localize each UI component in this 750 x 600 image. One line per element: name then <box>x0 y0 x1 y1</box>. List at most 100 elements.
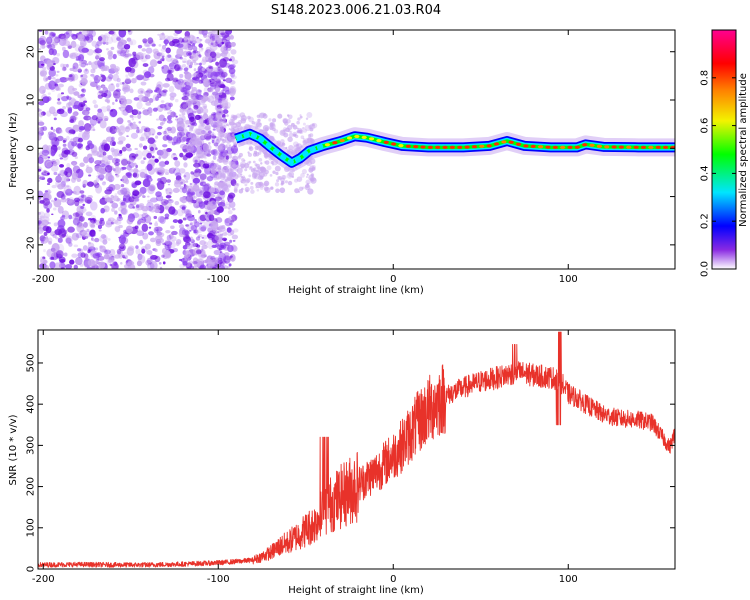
spectrogram-noise-blob <box>120 261 123 265</box>
spectrogram-noise-blob <box>115 174 120 178</box>
spectrogram-noise-blob <box>40 258 46 265</box>
spectrogram-noise-blob <box>200 124 205 127</box>
spectrogram-noise-blob <box>220 244 225 249</box>
spectrogram-haze-blob <box>284 180 288 184</box>
spectrogram-noise-blob <box>128 57 136 68</box>
spectrogram-noise-blob <box>152 48 159 54</box>
spectrogram-haze-blob <box>247 152 252 157</box>
spectrogram-noise-blob <box>174 200 180 206</box>
spectrogram-haze-blob <box>232 156 235 159</box>
spectrogram-noise-blob <box>127 245 135 252</box>
spectrogram-noise-blob <box>207 35 211 38</box>
spectrogram-noise-blob <box>198 89 203 93</box>
spectrogram-noise-blob <box>207 95 215 104</box>
spectrogram-noise-blob <box>43 231 48 237</box>
spectrogram-noise-blob <box>210 165 218 175</box>
spectrogram-noise-blob <box>205 258 213 265</box>
spectrogram-noise-blob <box>65 102 71 109</box>
spectrogram-noise-blob <box>72 87 78 91</box>
ridge-hotspot <box>486 144 492 148</box>
spectrogram-noise-blob <box>193 136 202 141</box>
spectrogram-noise-blob <box>96 85 101 91</box>
spectrogram-noise-blob <box>102 151 107 156</box>
spectrogram-noise-blob <box>218 91 227 99</box>
spectrogram-noise-blob <box>146 257 153 265</box>
spectrogram-noise-blob <box>163 199 170 204</box>
spectrogram-noise-blob <box>156 232 165 238</box>
spectrogram-noise-blob <box>183 36 188 41</box>
spectrogram-noise-blob <box>229 87 236 97</box>
spectrogram-noise-blob <box>181 115 186 121</box>
spectrogram-noise-blob <box>130 72 134 77</box>
spectrogram-noise-blob <box>50 35 58 45</box>
spectrogram-noise-blob <box>224 230 228 234</box>
spectrogram-noise-blob <box>157 215 165 223</box>
spectrogram-noise-blob <box>157 51 165 60</box>
spectrogram-noise-blob <box>203 221 211 229</box>
spectrogram-noise-blob <box>68 74 75 82</box>
spectrogram-noise-blob <box>167 198 174 204</box>
spectrogram-noise-blob <box>199 155 205 159</box>
ridge-hotspot <box>368 137 375 141</box>
spectrogram-haze-blob <box>232 174 239 180</box>
spectrogram-noise-blob <box>189 116 197 126</box>
spectrogram-noise-blob <box>200 131 207 139</box>
spectrogram-noise-blob <box>154 168 159 173</box>
spectrogram-noise-blob <box>146 44 150 47</box>
spectrogram-noise-blob <box>188 188 192 192</box>
spectrogram-noise-blob <box>120 157 129 167</box>
spectrogram-noise-blob <box>219 151 227 158</box>
ridge-hotspot <box>582 143 588 147</box>
spectrogram-noise-blob <box>66 199 75 206</box>
spectrogram-noise-blob <box>56 101 62 105</box>
spectrogram-noise-blob <box>183 162 188 168</box>
spectrogram-noise-blob <box>141 48 147 52</box>
spectrogram-noise-blob <box>39 38 44 41</box>
spectrogram-haze-blob <box>240 163 245 169</box>
spectrogram-noise-blob <box>117 50 123 54</box>
spectrogram-noise-blob <box>213 82 221 88</box>
spectrogram-noise-blob <box>139 186 147 195</box>
spectrogram-noise-blob <box>72 34 76 36</box>
spectrogram-noise-blob <box>207 168 211 172</box>
spectrogram-noise-blob <box>149 197 158 203</box>
spectrogram-noise-blob <box>55 250 64 259</box>
spectrogram-haze-blob <box>222 152 227 157</box>
spectrogram-noise-blob <box>118 30 127 38</box>
spectrogram-noise-blob <box>54 262 62 269</box>
spectrogram-noise-blob <box>91 265 96 269</box>
spectrogram-noise-blob <box>199 38 203 41</box>
spectrogram-noise-blob <box>217 114 221 117</box>
spectrogram-noise-blob <box>189 79 193 83</box>
spectrogram-noise-blob <box>187 133 193 138</box>
spectrogram-noise-blob <box>172 153 176 156</box>
spectrogram-noise-blob <box>73 197 80 203</box>
spectrogram-noise-blob <box>72 162 76 167</box>
spectrogram-noise-blob <box>113 183 121 191</box>
spectrogram-haze-blob <box>264 160 270 165</box>
spectrogram-noise-blob <box>120 124 125 131</box>
spectrogram-noise-blob <box>62 139 66 143</box>
spectrogram-noise-blob <box>128 162 135 168</box>
ridge-hotspot <box>383 140 389 145</box>
spectrogram-noise-blob <box>227 256 235 261</box>
spectrogram-noise-blob <box>116 248 122 255</box>
spectrogram-noise-blob <box>186 215 195 222</box>
spectrogram-haze-blob <box>228 160 233 165</box>
spectrogram-noise-blob <box>169 96 175 101</box>
spectrogram-noise-blob <box>202 78 210 88</box>
spectrogram-noise-blob <box>104 249 111 255</box>
spectrogram-noise-blob <box>48 68 56 77</box>
spectrogram-noise-blob <box>127 213 136 223</box>
spectrogram-haze-blob <box>282 117 288 124</box>
spectrogram-noise-blob <box>134 150 143 160</box>
ridge-hotspot <box>596 144 603 148</box>
spectrogram-noise-blob <box>142 232 149 240</box>
spectrogram-noise-blob <box>74 217 79 221</box>
figure-title: S148.2023.006.21.03.R04 <box>271 3 441 18</box>
spectrogram-noise-blob <box>192 43 196 47</box>
spectrogram-noise-blob <box>135 204 140 208</box>
spectrogram-noise-blob <box>201 234 208 240</box>
spectrogram-noise-blob <box>165 40 169 44</box>
